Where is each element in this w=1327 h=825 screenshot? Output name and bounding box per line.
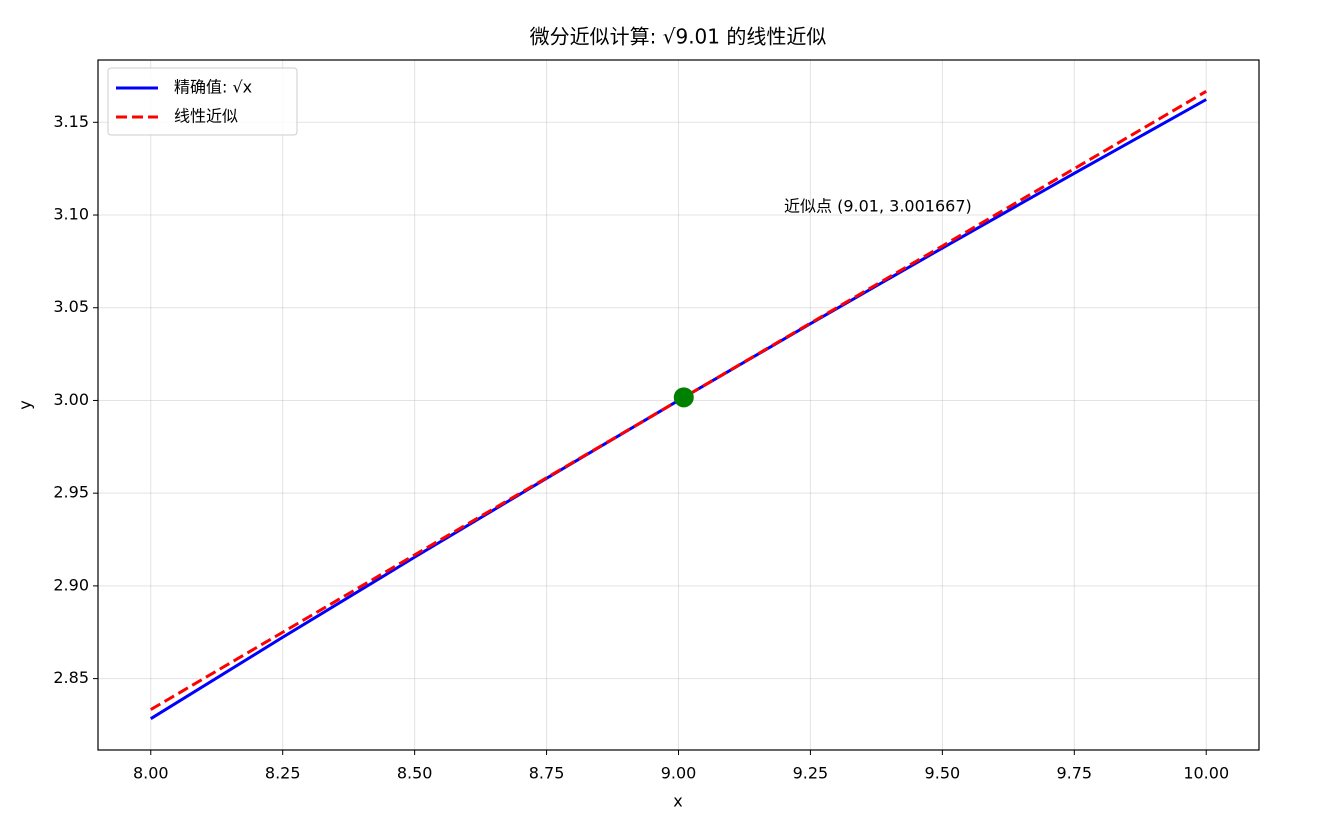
x-tick-label: 9.00 (661, 764, 697, 783)
y-tick-label: 3.10 (53, 205, 89, 224)
x-tick-label: 8.00 (133, 764, 169, 783)
y-tick-label: 2.95 (53, 483, 89, 502)
y-tick-label: 2.85 (53, 668, 89, 687)
y-tick-label: 3.00 (53, 390, 89, 409)
x-tick-label: 9.25 (793, 764, 829, 783)
chart-title: 微分近似计算: √9.01 的线性近似 (530, 25, 827, 49)
y-tick-label: 2.90 (53, 575, 89, 594)
x-tick-label: 8.25 (265, 764, 301, 783)
x-tick-label: 10.00 (1183, 764, 1229, 783)
annotation: 近似点 (9.01, 3.001667) (784, 197, 972, 216)
marker-point (673, 387, 694, 408)
plot-frame (97, 59, 1260, 751)
y-tick-label: 3.05 (53, 297, 89, 316)
y-tick-label: 3.15 (53, 112, 89, 131)
x-tick-label: 9.50 (925, 764, 961, 783)
x-tick-label: 8.75 (529, 764, 565, 783)
y-axis-label: y (16, 400, 35, 409)
legend-label: 精确值: √x (174, 78, 252, 97)
x-tick-label: 9.75 (1056, 764, 1092, 783)
x-tick-label: 8.50 (397, 764, 433, 783)
x-axis-label: x (673, 792, 682, 811)
legend-label: 线性近似 (174, 107, 238, 126)
